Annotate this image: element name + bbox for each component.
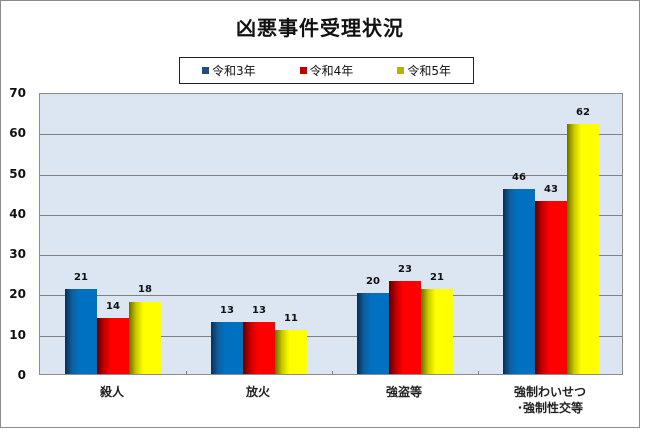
chart-title: 凶悪事件受理状況 <box>236 16 404 40</box>
bar <box>503 188 535 374</box>
gridline <box>40 174 622 176</box>
x-category-label: 強盗等 <box>331 384 477 400</box>
data-label: 62 <box>576 107 590 119</box>
legend-item-r4: 令和4年 <box>299 62 354 79</box>
category-tick <box>332 371 333 375</box>
data-label: 43 <box>544 183 558 195</box>
y-tick-label: 70 <box>9 86 26 100</box>
bar <box>421 289 453 374</box>
bar <box>389 281 421 374</box>
x-category-label-line: 殺人 <box>99 385 124 399</box>
x-category-label-line: 強盗等 <box>385 385 422 399</box>
gridline <box>40 134 622 136</box>
x-category-label: 放火 <box>185 384 331 400</box>
legend-swatch-r3 <box>202 67 209 74</box>
legend-item-r3: 令和3年 <box>202 62 256 79</box>
plot-area: 21 14 18 13 13 11 20 23 21 46 43 62 <box>39 93 623 375</box>
bar <box>567 124 599 374</box>
y-tick-label: 10 <box>9 327 26 342</box>
y-tick-label: 20 <box>9 287 26 302</box>
data-label: 21 <box>430 272 444 284</box>
bar <box>357 293 389 374</box>
x-category-label: 強制わいせつ ･強制性交等 <box>477 384 623 416</box>
legend-label-r3: 令和3年 <box>212 64 256 78</box>
y-tick-label: 40 <box>9 206 26 221</box>
data-label: 20 <box>366 276 380 288</box>
legend-label-r4: 令和4年 <box>309 64 354 78</box>
data-label: 46 <box>512 171 526 183</box>
bar <box>535 200 567 374</box>
category-tick <box>478 371 479 375</box>
bar <box>243 321 275 374</box>
legend-swatch-r4 <box>299 67 307 74</box>
y-tick-label: 60 <box>9 126 26 141</box>
data-label: 18 <box>138 284 152 296</box>
data-label: 13 <box>220 304 234 316</box>
chart-legend: 令和3年 令和4年 令和5年 <box>179 57 474 84</box>
bar <box>275 329 307 374</box>
data-label: 14 <box>106 300 120 312</box>
legend-label-r5: 令和5年 <box>407 64 451 78</box>
bar <box>129 301 161 374</box>
data-label: 11 <box>284 312 298 324</box>
category-tick <box>186 371 187 375</box>
data-label: 13 <box>252 304 266 316</box>
gridline <box>40 255 622 257</box>
legend-swatch-r5 <box>397 67 405 74</box>
x-category-label-line: 放火 <box>245 385 270 399</box>
y-tick-label: 0 <box>17 368 26 382</box>
gridline <box>40 295 622 297</box>
y-tick-label: 50 <box>9 166 26 181</box>
data-label: 23 <box>398 264 412 276</box>
y-tick-label: 30 <box>9 247 26 262</box>
legend-item-r5: 令和5年 <box>397 62 451 79</box>
x-category-label-line: ･強制性交等 <box>516 401 583 415</box>
data-label: 21 <box>74 272 88 284</box>
x-category-label: 殺人 <box>39 384 185 400</box>
bar <box>97 317 129 374</box>
bar <box>65 289 97 374</box>
x-category-label-line: 強制わいせつ <box>513 385 586 399</box>
gridline <box>40 335 622 337</box>
bar <box>211 321 243 374</box>
gridline <box>40 214 622 216</box>
